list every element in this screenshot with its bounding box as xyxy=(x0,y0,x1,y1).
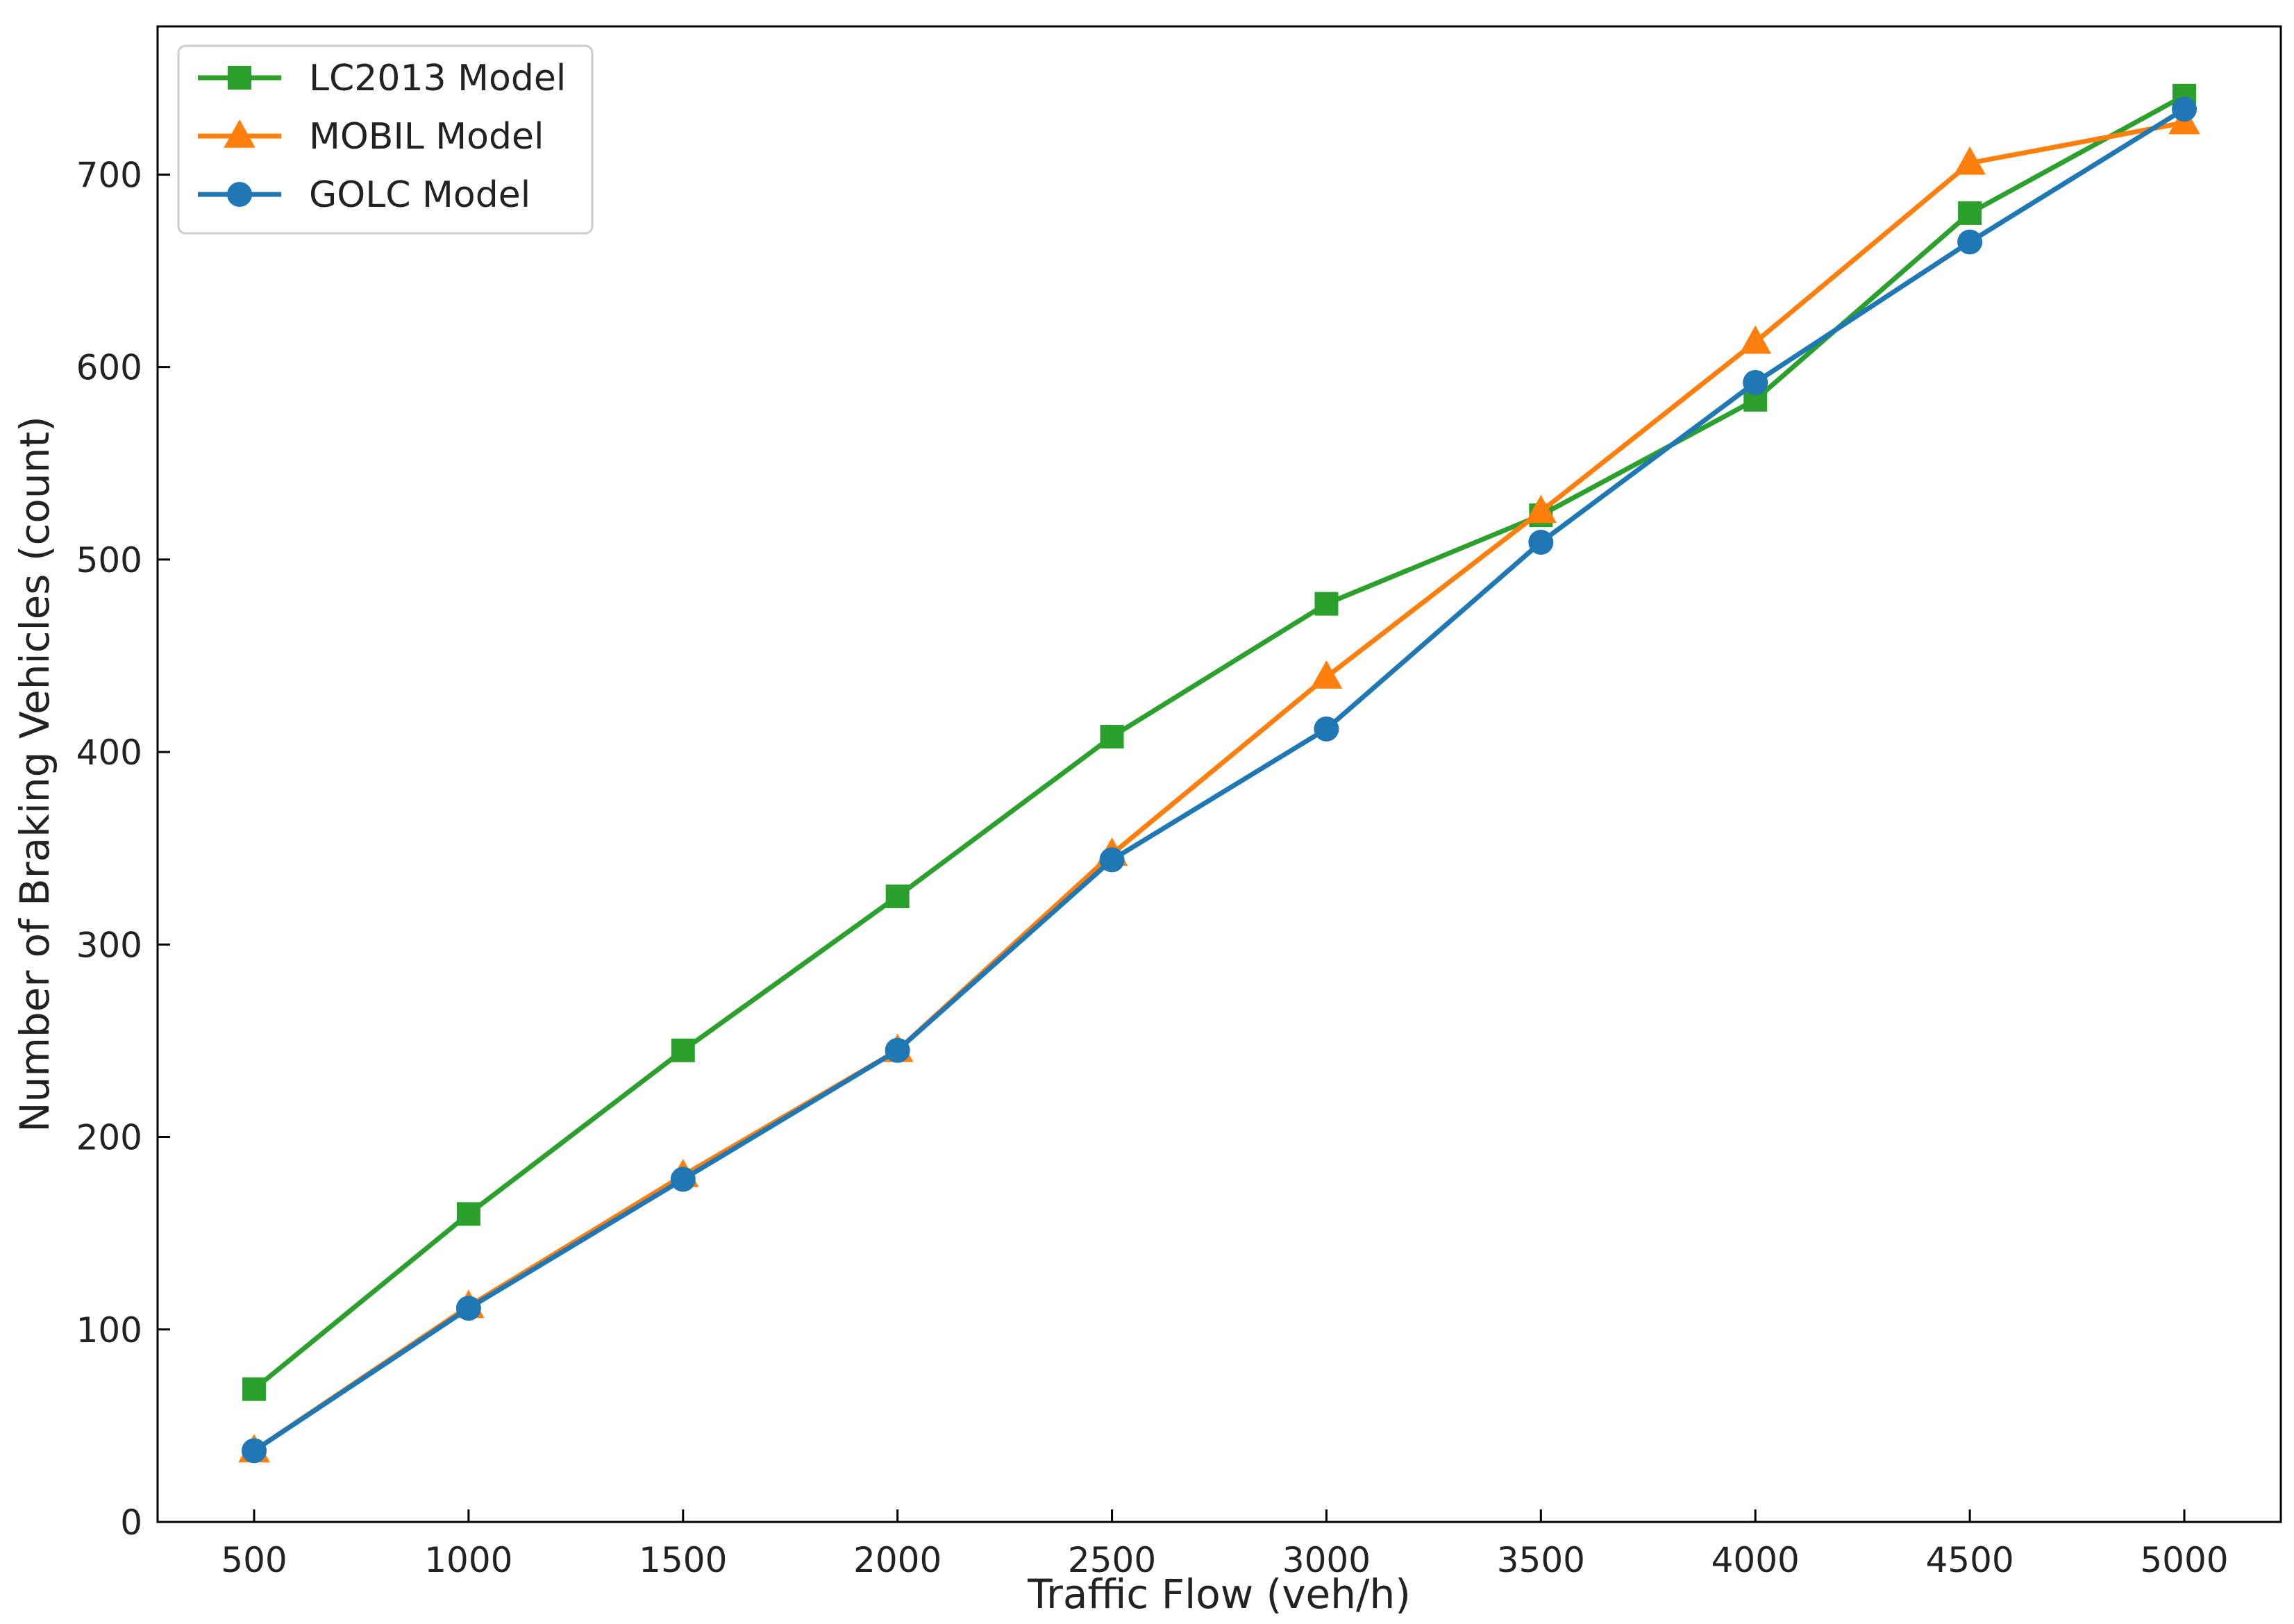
data-point-circle xyxy=(1743,369,1768,395)
data-point-circle xyxy=(1957,229,1983,255)
series-layer xyxy=(238,83,2200,1464)
data-point-circle xyxy=(1528,529,1554,555)
x-tick-label: 500 xyxy=(221,1540,287,1580)
data-point-circle xyxy=(1099,847,1125,873)
y-tick-label: 0 xyxy=(120,1502,142,1543)
y-axis: 0 100 200 300 400 500 600 700 xyxy=(76,155,170,1543)
series-line xyxy=(251,93,2187,1392)
legend-label: LC2013 Model xyxy=(309,58,566,99)
legend-marker-circle xyxy=(227,182,252,207)
x-axis: 500 1000 1500 2000 2500 3000 3500 4000 4500 5000 xyxy=(221,1509,2229,1580)
data-point-circle xyxy=(455,1296,481,1321)
y-tick-label: 400 xyxy=(76,733,142,773)
data-point-triangle xyxy=(1525,494,1557,524)
legend-marker-square xyxy=(228,66,251,90)
data-point-triangle xyxy=(1739,325,1772,354)
x-tick-label: 4500 xyxy=(1925,1540,2013,1580)
data-point-circle xyxy=(670,1166,696,1192)
legend-item: GOLC Model xyxy=(198,174,530,216)
series-golc-model xyxy=(242,97,2197,1464)
x-tick-label: 1500 xyxy=(639,1540,727,1580)
x-tick-label: 1000 xyxy=(424,1540,512,1580)
data-point-square xyxy=(1100,724,1124,748)
legend-item: LC2013 Model xyxy=(198,58,566,99)
data-point-circle xyxy=(242,1438,267,1464)
data-point-square xyxy=(885,885,910,909)
data-point-triangle xyxy=(1954,146,1986,175)
data-point-circle xyxy=(885,1037,910,1063)
y-tick-label: 500 xyxy=(76,540,142,580)
y-tick-label: 100 xyxy=(76,1310,142,1350)
legend: LC2013 Model MOBIL Model GOLC Model xyxy=(177,44,594,235)
y-tick-label: 700 xyxy=(76,155,142,195)
x-tick-label: 5000 xyxy=(2140,1540,2228,1580)
data-point-square xyxy=(1314,592,1339,616)
plot-frame xyxy=(156,25,2282,1523)
data-point-square xyxy=(242,1377,266,1401)
x-tick-label: 3500 xyxy=(1497,1540,1585,1580)
data-point-square xyxy=(671,1038,695,1062)
y-tick-label: 600 xyxy=(76,348,142,388)
data-point-circle xyxy=(2172,97,2197,122)
x-tick-label: 4000 xyxy=(1711,1540,1800,1580)
legend-label: MOBIL Model xyxy=(309,116,544,158)
legend-marker-triangle xyxy=(224,119,256,148)
series-line xyxy=(251,120,2187,1453)
y-axis-label: Number of Braking Vehicles (count) xyxy=(11,416,58,1132)
legend-label: GOLC Model xyxy=(309,174,530,216)
legend-item: MOBIL Model xyxy=(198,116,544,158)
data-point-square xyxy=(1958,201,1982,225)
series-lc2013-model xyxy=(242,83,2196,1401)
x-tick-label: 3000 xyxy=(1282,1540,1371,1580)
series-line xyxy=(251,106,2187,1453)
y-tick-label: 200 xyxy=(76,1118,142,1158)
y-tick-label: 300 xyxy=(76,925,142,965)
x-tick-label: 2000 xyxy=(853,1540,941,1580)
data-point-circle xyxy=(1314,716,1339,742)
x-tick-label: 2500 xyxy=(1068,1540,1156,1580)
data-point-triangle xyxy=(1310,660,1343,689)
x-axis-label: Traffic Flow (veh/h) xyxy=(1027,1571,1411,1618)
data-point-square xyxy=(456,1202,480,1226)
legend-box xyxy=(177,44,594,235)
